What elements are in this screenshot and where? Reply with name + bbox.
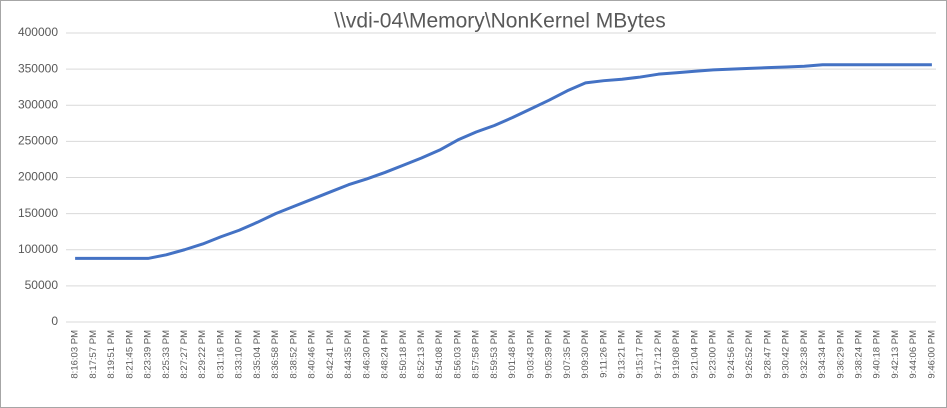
x-tick-label: 8:48:24 PM [380,330,391,379]
x-tick-label: 9:15:17 PM [635,330,646,379]
x-tick-label: 8:59:53 PM [489,330,500,379]
x-tick-label: 9:24:56 PM [726,330,737,379]
x-tick-label: 9:44:06 PM [908,330,919,379]
x-tick-label: 9:03:43 PM [525,330,536,379]
line-series [75,63,932,260]
x-tick-label: 8:46:30 PM [361,330,372,379]
x-tick-label: 9:28:47 PM [762,330,773,379]
x-tick-label: 9:21:04 PM [689,330,700,379]
x-tick-label: 8:25:33 PM [161,330,172,379]
y-tick-label: 150000 [18,206,58,220]
x-tick-label: 8:44:35 PM [343,330,354,379]
x-tick-label: 8:31:16 PM [215,330,226,379]
x-tick-label: 8:21:45 PM [124,330,135,379]
x-tick-label: 8:57:58 PM [471,330,482,379]
x-tick-label: 9:26:52 PM [744,330,755,379]
x-tick-label: 9:36:29 PM [835,330,846,379]
x-tick-label: 9:11:26 PM [598,330,609,378]
x-tick-label: 8:16:03 PM [70,330,81,379]
x-tick-label: 8:38:52 PM [288,330,299,379]
x-tick-label: 9:40:18 PM [872,330,883,379]
x-tick-label: 8:42:41 PM [325,330,336,379]
x-tick-label: 9:19:08 PM [671,330,682,379]
chart-title: \\vdi-04\Memory\NonKernel MBytes [334,10,665,33]
x-tick-label: 8:54:08 PM [434,330,445,379]
x-tick-label: 9:13:21 PM [617,330,628,379]
x-tick-label: 8:23:39 PM [143,330,154,379]
x-tick-label: 8:17:57 PM [88,330,99,379]
x-tick-label: 9:32:38 PM [799,330,810,379]
x-tick-label: 8:52:13 PM [416,330,427,379]
x-tick-label: 8:19:51 PM [106,330,117,379]
x-tick-label: 8:40:46 PM [307,330,318,379]
x-tick-label: 8:29:22 PM [197,330,208,379]
x-tick-label: 9:01:48 PM [507,330,518,379]
x-tick-label: 9:07:35 PM [562,330,573,379]
y-tick-label: 400000 [18,25,58,39]
y-tick-label: 350000 [18,61,58,75]
x-tick-label: 8:56:03 PM [452,330,463,379]
x-tick-label: 8:35:04 PM [252,330,263,379]
x-tick-label: 8:36:58 PM [270,330,281,379]
x-tick-label: 8:27:27 PM [179,330,190,379]
x-tick-label: 9:46:00 PM [926,330,937,379]
x-tick-label: 9:30:42 PM [781,330,792,379]
x-tick-label: 9:17:12 PM [653,330,664,379]
x-tick-label: 9:09:30 PM [580,330,591,379]
x-tick-label: 8:33:10 PM [234,330,245,379]
y-tick-label: 50000 [25,278,59,292]
x-tick-label: 9:38:24 PM [853,330,864,379]
x-tick-label: 9:42:13 PM [890,330,901,379]
x-tick-label: 9:23:00 PM [708,330,719,379]
x-tick-label: 8:50:18 PM [398,330,409,379]
y-tick-label: 300000 [18,97,58,111]
x-tick-label: 9:05:39 PM [544,330,555,379]
x-tick-label: 9:34:34 PM [817,330,828,379]
y-tick-label: 200000 [18,170,58,184]
y-tick-label: 100000 [18,242,58,256]
y-tick-label: 250000 [18,134,58,148]
y-tick-label: 0 [51,314,58,328]
